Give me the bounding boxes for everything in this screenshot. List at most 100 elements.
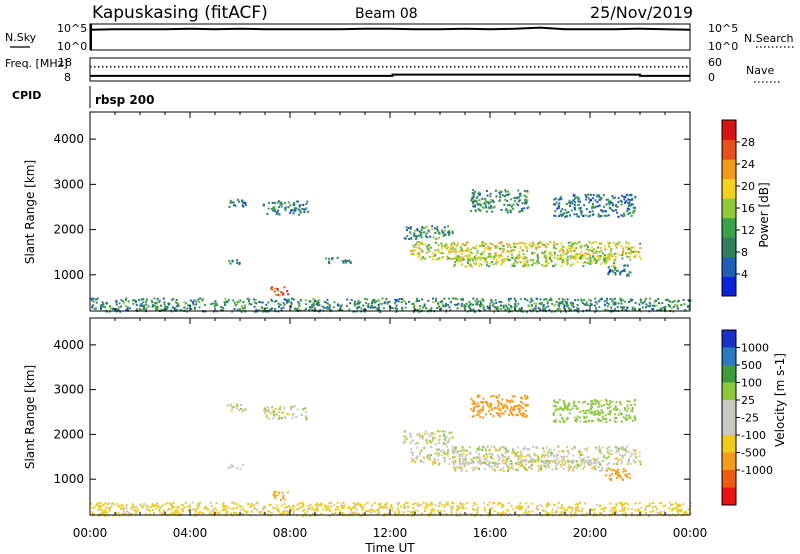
echo-cell	[520, 465, 523, 468]
echo-cell	[291, 209, 294, 212]
echo-cell	[518, 409, 521, 412]
echo-cell	[607, 413, 610, 416]
echo-cell	[598, 250, 601, 253]
echo-cell	[104, 506, 107, 509]
echo-cell	[377, 507, 380, 510]
echo-cell	[649, 304, 652, 307]
echo-cell	[400, 298, 403, 301]
echo-cell	[319, 309, 322, 312]
echo-cell	[118, 302, 121, 305]
echo-cell	[624, 264, 627, 267]
echo-cell	[563, 304, 566, 307]
echo-cell	[95, 504, 98, 506]
echo-cell	[645, 306, 647, 309]
echo-cell	[224, 304, 227, 306]
echo-cell	[612, 303, 615, 306]
echo-cell	[628, 458, 631, 461]
echo-cell	[598, 445, 601, 448]
echo-cell	[180, 308, 183, 311]
echo-cell	[364, 503, 367, 506]
echo-cell	[524, 455, 527, 458]
echo-cell	[506, 211, 509, 214]
echo-cell	[512, 414, 515, 417]
echo-cell	[442, 305, 445, 307]
echo-cell	[140, 302, 143, 305]
echo-cell	[583, 461, 586, 464]
echo-cell	[605, 299, 608, 302]
echo-cell	[444, 243, 447, 246]
echo-cell	[565, 215, 568, 218]
echo-cell	[622, 212, 625, 215]
echo-cell	[222, 505, 225, 508]
velocity-panel-frame	[89, 317, 691, 516]
echo-cell	[439, 510, 442, 512]
echo-cell	[142, 308, 145, 310]
echo-cell	[525, 508, 528, 511]
echo-cell	[633, 209, 636, 212]
echo-cell	[506, 470, 509, 472]
echo-cell	[300, 506, 302, 509]
echo-cell	[308, 507, 311, 510]
echo-cell	[510, 406, 513, 409]
echo-cell	[614, 470, 617, 473]
echo-cell	[454, 459, 457, 462]
echo-cell	[350, 507, 352, 510]
echo-cell	[597, 401, 600, 404]
echo-cell	[303, 407, 306, 410]
echo-cell	[446, 501, 449, 504]
echo-cell	[570, 301, 572, 304]
echo-cell	[510, 411, 513, 414]
echo-cell	[577, 308, 580, 310]
echo-cell	[177, 506, 180, 508]
echo-cell	[477, 413, 480, 416]
echo-cell	[271, 307, 273, 310]
echo-cell	[478, 468, 480, 470]
echo-cell	[576, 215, 579, 218]
echo-cell	[449, 309, 452, 312]
echo-cell	[548, 451, 551, 454]
echo-cell	[410, 249, 413, 252]
echo-cell	[502, 304, 505, 307]
echo-cell	[490, 256, 493, 259]
echo-cell	[590, 461, 593, 464]
echo-cell	[421, 435, 424, 438]
echo-cell	[467, 305, 470, 308]
echo-cell	[484, 448, 487, 451]
echo-cell	[502, 513, 505, 516]
echo-cell	[508, 400, 511, 403]
echo-cell	[443, 244, 446, 247]
echo-cell	[262, 409, 265, 412]
echo-cell	[519, 256, 522, 259]
echo-cell	[586, 248, 588, 251]
echo-cell	[639, 460, 642, 463]
echo-cell	[613, 252, 616, 255]
echo-cell	[619, 409, 622, 412]
echo-cell	[521, 307, 523, 309]
echo-cell	[291, 504, 294, 507]
echo-cell	[488, 463, 491, 466]
echo-cell	[381, 297, 384, 300]
echo-cell	[425, 501, 428, 504]
echo-cell	[638, 502, 641, 505]
echo-cell	[550, 299, 553, 302]
echo-cell	[622, 247, 625, 250]
echo-cell	[594, 462, 597, 465]
echo-cell	[244, 305, 246, 308]
echo-cell	[398, 513, 401, 516]
echo-cell	[682, 503, 685, 506]
echo-cell	[263, 411, 266, 414]
echo-cell	[609, 419, 612, 422]
echo-cell	[323, 505, 326, 508]
echo-cell	[452, 502, 455, 505]
echo-cell	[624, 449, 627, 452]
echo-cell	[491, 461, 494, 464]
echo-cell	[626, 307, 629, 309]
echo-cell	[506, 199, 509, 202]
echo-cell	[674, 507, 677, 510]
echo-cell	[627, 507, 630, 510]
echo-cell	[468, 301, 471, 303]
echo-cell	[624, 447, 627, 450]
echo-cell	[575, 253, 578, 256]
echo-cell	[418, 243, 420, 246]
echo-cell	[597, 205, 600, 208]
